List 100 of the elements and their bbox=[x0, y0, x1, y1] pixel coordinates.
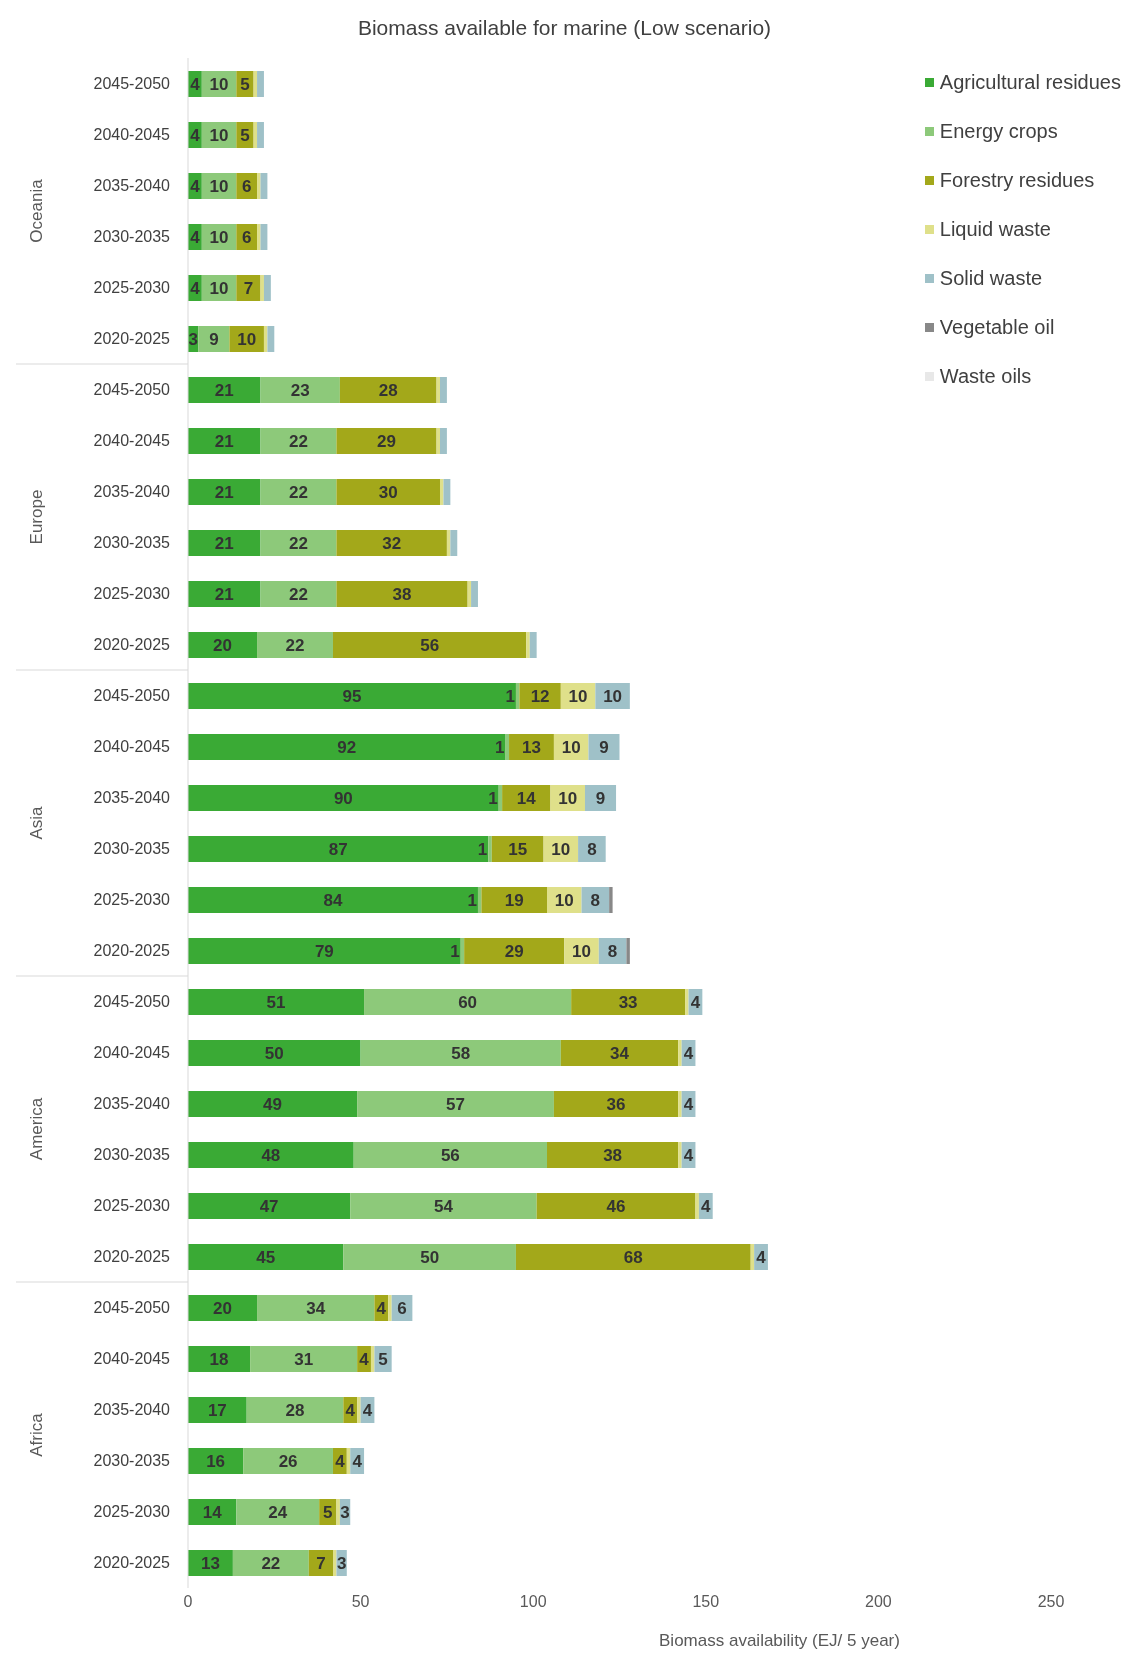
data-label: 38 bbox=[603, 1145, 623, 1165]
data-label: 28 bbox=[285, 1400, 305, 1420]
data-label: 10 bbox=[572, 941, 591, 961]
bar bbox=[336, 1499, 340, 1525]
data-label: 14 bbox=[202, 1502, 223, 1522]
y-tick-label: 2030-2035 bbox=[93, 1146, 171, 1164]
data-label: 9 bbox=[209, 329, 219, 349]
bar bbox=[336, 479, 440, 505]
data-label: 20 bbox=[213, 1298, 232, 1318]
y-tick-label: 2030-2035 bbox=[93, 840, 171, 858]
bar bbox=[267, 326, 275, 352]
data-label: 4 bbox=[683, 1043, 694, 1063]
bar bbox=[464, 938, 565, 964]
x-tick-label: 200 bbox=[865, 1593, 892, 1611]
y-tick-label: 2035-2040 bbox=[93, 177, 171, 195]
data-label: 56 bbox=[440, 1145, 460, 1165]
bar bbox=[536, 1193, 696, 1219]
data-label: 4 bbox=[683, 1094, 694, 1114]
y-tick-label: 2020-2025 bbox=[93, 942, 171, 960]
data-label: 90 bbox=[333, 788, 353, 808]
data-label: 5 bbox=[323, 1502, 333, 1522]
data-label: 6 bbox=[397, 1298, 407, 1318]
y-tick-label: 2040-2045 bbox=[93, 1044, 171, 1062]
data-label: 92 bbox=[337, 737, 357, 757]
bar bbox=[336, 530, 447, 556]
bar bbox=[257, 122, 264, 148]
data-label: 9 bbox=[595, 788, 606, 808]
data-label: 21 bbox=[214, 533, 234, 553]
data-label: 10 bbox=[209, 74, 229, 94]
bar bbox=[188, 1142, 354, 1168]
data-label: 4 bbox=[335, 1451, 346, 1471]
bar bbox=[491, 836, 544, 862]
data-label: 8 bbox=[587, 839, 597, 859]
y-tick-label: 2020-2025 bbox=[93, 330, 171, 348]
text: Oceania bbox=[26, 178, 46, 243]
data-label: 10 bbox=[209, 125, 229, 145]
x-tick-label: 150 bbox=[692, 1593, 720, 1611]
data-label: 4 bbox=[683, 1145, 694, 1165]
y-tick-label: 2045-2050 bbox=[93, 75, 171, 93]
data-label: 58 bbox=[451, 1043, 471, 1063]
y-tick-label: 2045-2050 bbox=[93, 381, 171, 399]
data-label: 21 bbox=[214, 431, 234, 451]
bar bbox=[685, 989, 689, 1015]
bar bbox=[260, 581, 337, 607]
data-label: 50 bbox=[420, 1247, 440, 1267]
y-tick-label: 2025-2030 bbox=[93, 1197, 171, 1215]
bar bbox=[257, 71, 264, 97]
bar bbox=[350, 1193, 537, 1219]
text: Asia bbox=[26, 805, 46, 840]
bar bbox=[260, 479, 337, 505]
data-label: 29 bbox=[377, 431, 396, 451]
data-label: 84 bbox=[323, 890, 343, 910]
data-label: 79 bbox=[314, 941, 334, 961]
data-label: 30 bbox=[378, 482, 398, 502]
data-label: 26 bbox=[278, 1451, 298, 1471]
bar bbox=[257, 632, 333, 658]
bar bbox=[260, 275, 264, 301]
data-label: 4 bbox=[190, 278, 201, 298]
y-tick-label: 2030-2035 bbox=[93, 1452, 171, 1470]
legend-label: Forestry residues bbox=[939, 169, 1095, 192]
bar bbox=[526, 632, 530, 658]
data-label: 4 bbox=[756, 1247, 767, 1267]
data-label: 6 bbox=[241, 176, 252, 196]
bar bbox=[547, 1142, 679, 1168]
text: Europe bbox=[26, 489, 46, 545]
data-label: 51 bbox=[266, 992, 286, 1012]
bar bbox=[364, 989, 572, 1015]
y-tick-label: 2045-2050 bbox=[93, 1299, 171, 1317]
data-label: 1 bbox=[488, 788, 498, 808]
data-label: 20 bbox=[213, 635, 232, 655]
y-tick-label: 2025-2030 bbox=[93, 891, 171, 909]
bar bbox=[357, 1397, 361, 1423]
data-label: 22 bbox=[289, 482, 308, 502]
data-label: 1 bbox=[505, 686, 515, 706]
y-tick-label: 2030-2035 bbox=[93, 534, 171, 552]
data-label: 4 bbox=[190, 176, 201, 196]
bar bbox=[443, 479, 451, 505]
data-label: 32 bbox=[382, 533, 402, 553]
bar bbox=[260, 530, 337, 556]
data-label: 68 bbox=[623, 1247, 643, 1267]
data-label: 21 bbox=[214, 380, 234, 400]
bar bbox=[188, 530, 261, 556]
data-label: 4 bbox=[701, 1196, 712, 1216]
data-label: 4 bbox=[190, 74, 201, 94]
y-tick-label: 2020-2025 bbox=[93, 1248, 171, 1266]
data-label: 4 bbox=[190, 125, 201, 145]
y-tick-label: 2040-2045 bbox=[93, 432, 171, 450]
data-label: 22 bbox=[261, 1553, 281, 1573]
data-label: 10 bbox=[603, 686, 623, 706]
y-tick-label: 2020-2025 bbox=[93, 1554, 171, 1572]
x-tick-label: 250 bbox=[1037, 1593, 1065, 1611]
data-label: 87 bbox=[328, 839, 348, 859]
data-label: 21 bbox=[214, 584, 234, 604]
data-label: 34 bbox=[610, 1043, 630, 1063]
data-label: 8 bbox=[590, 890, 601, 910]
data-label: 1 bbox=[477, 839, 488, 859]
bar bbox=[188, 1244, 344, 1270]
x-tick-label: 0 bbox=[183, 1593, 193, 1611]
data-label: 10 bbox=[561, 737, 581, 757]
data-label: 10 bbox=[237, 329, 257, 349]
